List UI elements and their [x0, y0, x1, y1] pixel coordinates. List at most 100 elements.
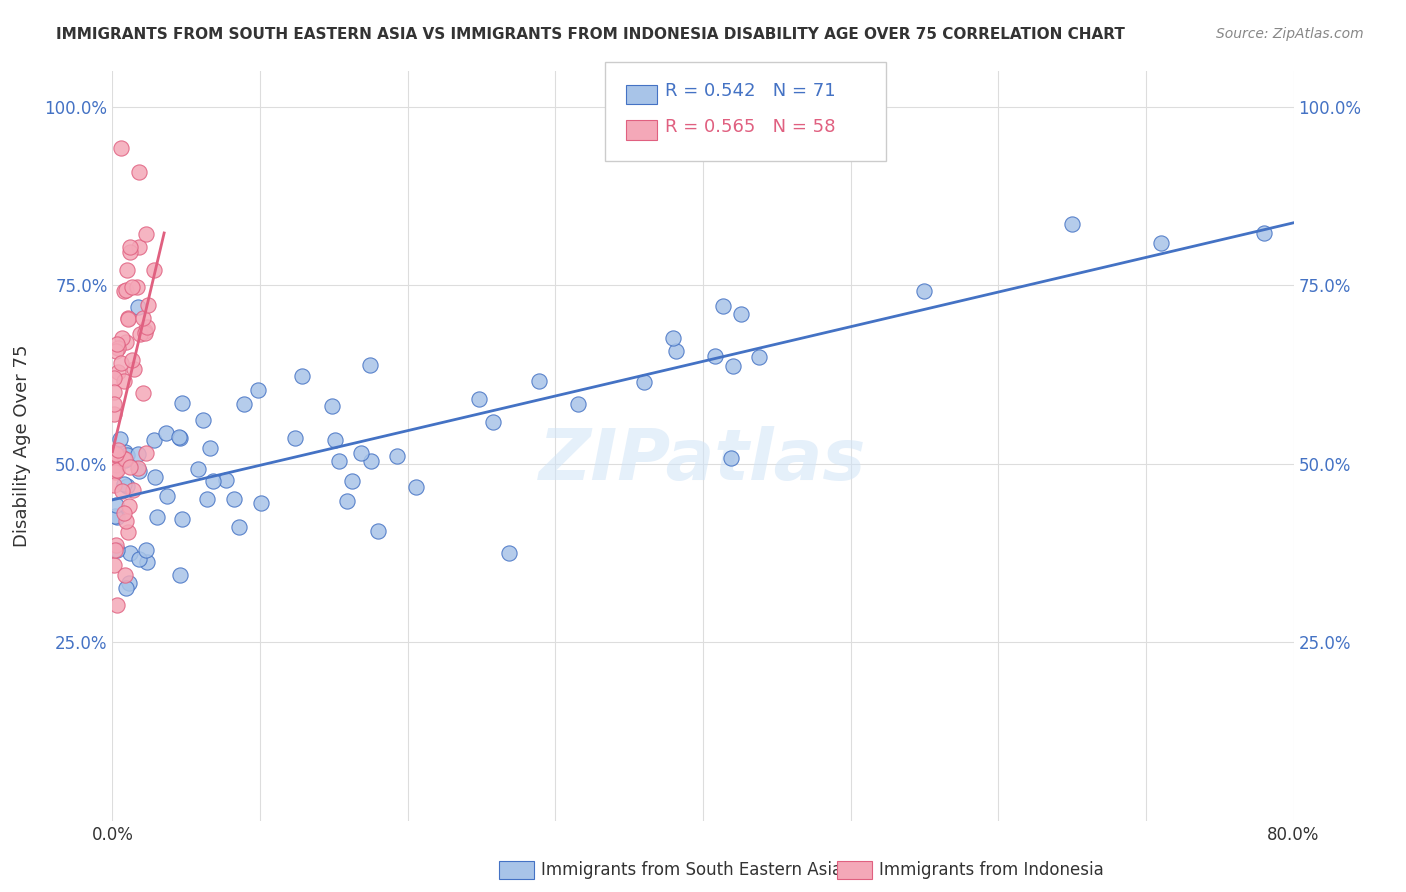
Point: [323, 433, 346, 447]
Point: [127, 279, 149, 293]
Point: [120, 546, 142, 560]
Point: [169, 431, 191, 445]
Point: [121, 483, 143, 497]
Point: [105, 598, 128, 612]
Point: [114, 334, 136, 349]
Point: [156, 489, 179, 503]
Point: [730, 307, 752, 321]
Point: [143, 433, 166, 447]
Y-axis label: Disability Age Over 75: Disability Age Over 75: [13, 344, 31, 548]
Point: [321, 399, 343, 413]
Point: [247, 383, 270, 397]
Point: [291, 369, 314, 384]
Point: [215, 473, 238, 487]
Point: [721, 359, 744, 373]
Point: [105, 510, 128, 524]
Point: [169, 567, 191, 582]
Point: [104, 498, 127, 512]
Point: [104, 465, 127, 479]
Point: [340, 474, 363, 488]
Text: Source: ZipAtlas.com: Source: ZipAtlas.com: [1216, 27, 1364, 41]
Text: Immigrants from Indonesia: Immigrants from Indonesia: [879, 861, 1104, 879]
Point: [115, 514, 138, 528]
Point: [359, 359, 381, 373]
Point: [103, 370, 125, 384]
Point: [112, 450, 135, 465]
Point: [711, 299, 734, 313]
Point: [104, 508, 127, 523]
Point: [112, 374, 135, 388]
Text: R = 0.565   N = 58: R = 0.565 N = 58: [665, 118, 835, 136]
Point: [135, 446, 157, 460]
Text: R = 0.542   N = 71: R = 0.542 N = 71: [665, 82, 835, 100]
Point: [328, 454, 350, 468]
Point: [115, 582, 138, 596]
Point: [1150, 235, 1173, 250]
Point: [115, 283, 138, 297]
Point: [360, 454, 382, 468]
Point: [104, 543, 127, 558]
Point: [187, 462, 209, 476]
Point: [128, 464, 150, 478]
Point: [665, 344, 688, 359]
Point: [117, 479, 139, 493]
Point: [120, 245, 142, 260]
Point: [121, 353, 143, 368]
Point: [118, 500, 141, 514]
Point: [108, 432, 131, 446]
Point: [1062, 217, 1084, 231]
Point: [136, 298, 159, 312]
Point: [335, 494, 357, 508]
Point: [104, 448, 127, 462]
Point: [250, 496, 273, 510]
Point: [142, 263, 165, 277]
Point: [105, 336, 128, 351]
Point: [662, 331, 685, 345]
Point: [107, 365, 129, 379]
Point: [350, 445, 373, 459]
Point: [114, 568, 136, 582]
Point: [193, 413, 215, 427]
Point: [128, 239, 150, 253]
Point: [134, 324, 156, 338]
Point: [120, 240, 142, 254]
Point: [107, 543, 129, 558]
Point: [136, 555, 159, 569]
Point: [385, 449, 408, 463]
Point: [117, 312, 139, 326]
Point: [633, 375, 655, 389]
Point: [132, 386, 155, 401]
Point: [132, 310, 155, 325]
Point: [135, 227, 157, 241]
Point: [233, 397, 256, 411]
Point: [114, 452, 136, 467]
Point: [117, 448, 139, 462]
Point: [103, 407, 125, 421]
Point: [103, 397, 125, 411]
Point: [110, 141, 132, 155]
Point: [118, 460, 141, 475]
Point: [146, 510, 169, 524]
Point: [567, 397, 589, 411]
Point: [112, 477, 135, 491]
Point: [228, 520, 250, 534]
Point: [118, 576, 141, 591]
Point: [107, 463, 129, 477]
Point: [114, 445, 136, 459]
Point: [172, 395, 194, 409]
Point: [170, 512, 193, 526]
Point: [135, 543, 157, 558]
Point: [117, 263, 139, 277]
Text: ZIPatlas: ZIPatlas: [540, 426, 866, 495]
Point: [134, 326, 156, 340]
Point: [703, 349, 725, 363]
Point: [143, 470, 166, 484]
Point: [103, 558, 125, 572]
Point: [121, 280, 143, 294]
Point: [127, 448, 149, 462]
Point: [105, 343, 128, 358]
Text: Immigrants from South Eastern Asia: Immigrants from South Eastern Asia: [541, 861, 842, 879]
Point: [155, 425, 177, 440]
Point: [195, 492, 218, 507]
Point: [482, 415, 505, 429]
